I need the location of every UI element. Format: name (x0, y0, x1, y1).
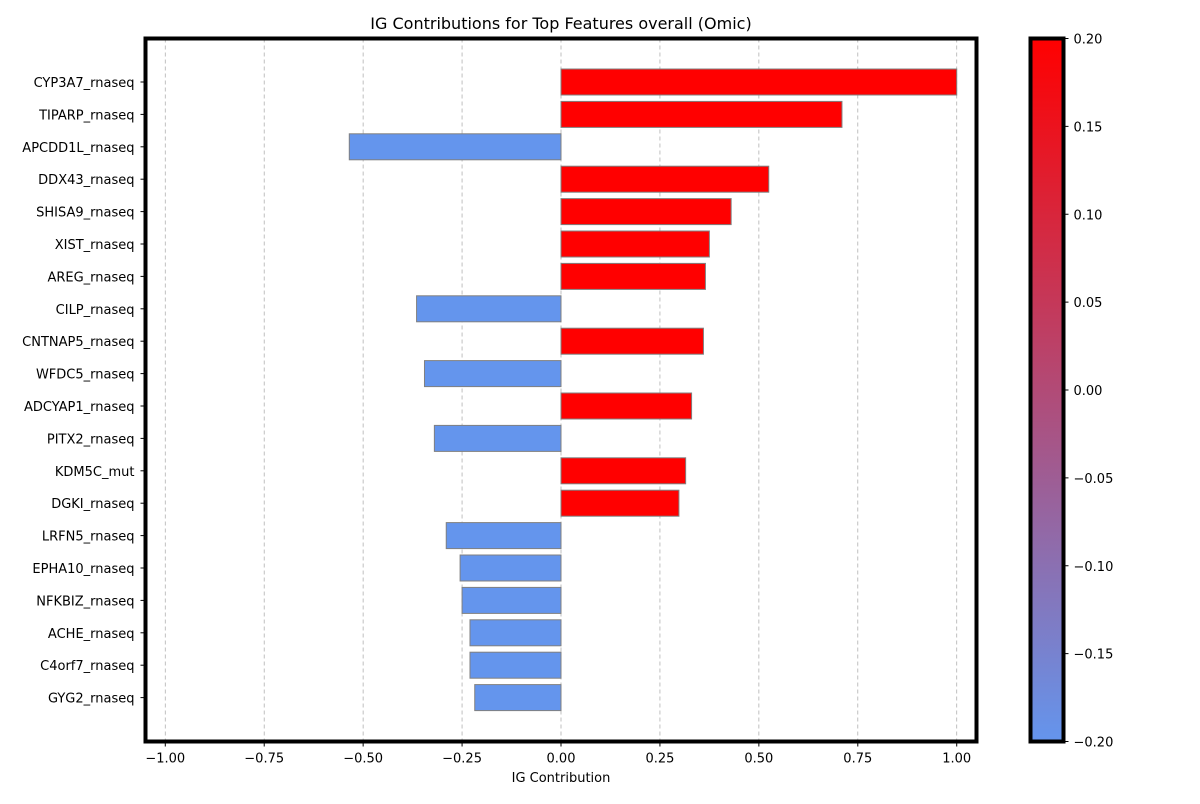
colorbar-tick-label: 0.10 (1074, 208, 1103, 223)
bar-areg-rnaseq (560, 262, 706, 290)
colorbar-tick-label: −0.15 (1074, 648, 1114, 663)
y-tick-label: SHISA9_rnaseq (36, 206, 134, 221)
x-tick-label: 1.00 (942, 752, 971, 767)
x-tick-label: −0.75 (244, 752, 284, 767)
x-tick-label: 0.25 (645, 752, 674, 767)
bar-cntnap5-rnaseq (560, 327, 704, 355)
bar-wfdc5-rnaseq (423, 360, 562, 388)
x-tick-label: −1.00 (145, 752, 185, 767)
y-tick-label: NFKBIZ_rnaseq (36, 594, 134, 609)
bars (348, 68, 958, 712)
y-tick-label: TIPARP_rnaseq (38, 108, 134, 123)
bar-xist-rnaseq (560, 230, 710, 258)
bar-cyp3a7-rnaseq (560, 68, 958, 96)
y-tick-label: AREG_rnaseq (47, 270, 134, 285)
bar-apcdd1l-rnaseq (348, 133, 562, 161)
y-tick-label: XIST_rnaseq (55, 238, 135, 253)
y-axis: CYP3A7_rnaseq TIPARP_rnaseq APCDD1L_rnaseq… (22, 76, 146, 707)
colorbar-tick-label: −0.20 (1074, 736, 1114, 751)
colorbar-tick-label: −0.05 (1074, 472, 1114, 487)
x-tick-label: 0.00 (547, 752, 576, 767)
bar-nfkbiz-rnaseq (461, 586, 562, 614)
y-tick-label: CNTNAP5_rnaseq (22, 335, 134, 350)
bar-c4orf7-rnaseq (469, 651, 562, 679)
bar-dgki-rnaseq (560, 489, 680, 517)
y-tick-label: LRFN5_rnaseq (42, 530, 135, 545)
bar-kdm5c-mut (560, 457, 687, 485)
bar-gyg2-rnaseq (474, 684, 562, 712)
y-tick-label: KDM5C_mut (55, 465, 135, 480)
y-tick-label: WFDC5_rnaseq (36, 368, 135, 383)
x-tick-label: −0.25 (442, 752, 482, 767)
x-gridlines (164, 38, 958, 742)
x-axis: −1.00 −0.75 −0.50 −0.25 0.00 0.25 0.50 0.75 1.00 (145, 741, 971, 767)
x-tick-label: 0.75 (843, 752, 872, 767)
colorbar-tick-label: 0.15 (1074, 120, 1103, 135)
colorbar-tick-label: 0.00 (1074, 384, 1103, 399)
bar-lrfn5-rnaseq (445, 522, 562, 550)
bar-pitx2-rnaseq (433, 424, 562, 452)
y-tick-label: ACHE_rnaseq (48, 627, 135, 642)
y-tick-label: CILP_rnaseq (56, 303, 135, 318)
colorbar-gradient (1030, 38, 1064, 742)
bar-shisa9-rnaseq (560, 198, 732, 226)
y-tick-label: APCDD1L_rnaseq (22, 141, 134, 156)
y-tick-label: GYG2_rnaseq (48, 692, 135, 707)
bar-ache-rnaseq (469, 619, 562, 647)
colorbar-tick-label: 0.05 (1074, 296, 1103, 311)
y-tick-label: ADCYAP1_rnaseq (24, 400, 135, 415)
y-tick-label: CYP3A7_rnaseq (34, 76, 135, 91)
x-tick-label: 0.50 (744, 752, 773, 767)
y-tick-label: C4orf7_rnaseq (40, 659, 134, 674)
colorbar: −0.20 −0.15 −0.10 −0.05 0.00 0.05 0.10 0.15 0.20 (1028, 33, 1114, 751)
y-tick-label: DDX43_rnaseq (38, 173, 134, 188)
bar-tiparp-rnaseq (560, 100, 843, 128)
colorbar-tick-label: 0.20 (1074, 33, 1103, 48)
y-tick-label: EPHA10_rnaseq (32, 562, 134, 577)
bar-ddx43-rnaseq (560, 165, 770, 193)
bar-epha10-rnaseq (459, 554, 562, 582)
bar-cilp-rnaseq (416, 295, 562, 323)
colorbar-tick-label: −0.10 (1074, 560, 1114, 575)
x-tick-label: −0.50 (343, 752, 383, 767)
bar-adcyap1-rnaseq (560, 392, 693, 420)
x-axis-label: IG Contribution (512, 771, 611, 786)
y-tick-label: DGKI_rnaseq (51, 497, 134, 512)
y-tick-label: PITX2_rnaseq (47, 432, 135, 447)
chart-title: IG Contributions for Top Features overal… (370, 14, 751, 33)
